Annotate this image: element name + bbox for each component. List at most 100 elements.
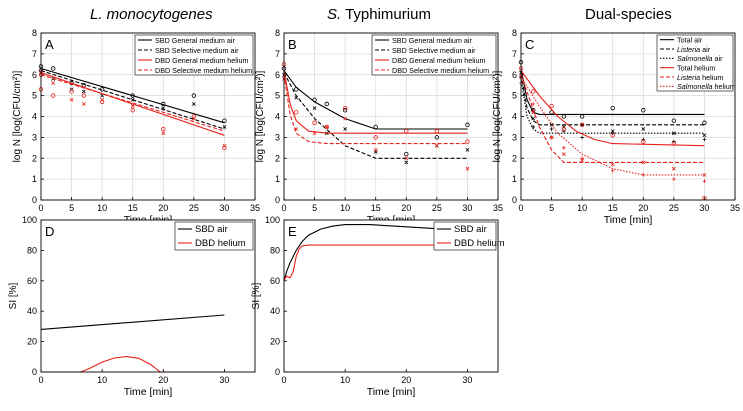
data-point [191, 93, 197, 98]
x-tick-label: 25 [189, 203, 199, 213]
legend-box [656, 34, 734, 92]
data-point [222, 125, 227, 129]
data-point [324, 124, 329, 130]
y-tick-label: 7 [512, 49, 517, 59]
data-point [549, 127, 554, 131]
data-point [531, 110, 536, 115]
x-axis-label: Time [min] [367, 386, 416, 398]
data-point [561, 152, 566, 156]
data-point [434, 143, 439, 148]
y-tick-label: 0 [275, 195, 280, 205]
x-tick-label: 0 [281, 203, 286, 213]
data-point [702, 173, 707, 177]
y-tick-label: 8 [32, 28, 37, 38]
y-tick-label: 3 [275, 132, 280, 142]
y-tick-label: 100 [265, 215, 280, 225]
data-point [324, 101, 329, 107]
legend-label-italic: Listeria [677, 45, 700, 54]
series-line [283, 224, 468, 281]
data-point [610, 162, 615, 167]
legend-label: SBD air [454, 224, 487, 235]
x-tick-label: 10 [97, 375, 107, 385]
y-tick-label: 20 [27, 337, 37, 347]
data-point [51, 93, 56, 98]
y-tick-label: 6 [275, 70, 280, 80]
legend-label-italic: Salmonella [677, 54, 713, 63]
data-point [343, 127, 348, 131]
x-tick-label: 5 [69, 203, 74, 213]
series-line [283, 70, 468, 134]
axes-frame [520, 32, 736, 201]
series-line [283, 244, 468, 282]
data-point [294, 95, 299, 100]
series-line [40, 314, 225, 330]
y-tick-label: 0 [32, 367, 37, 377]
series-line [283, 74, 468, 145]
series-line [520, 74, 705, 163]
axes-frame [40, 219, 256, 373]
data-point [641, 173, 646, 177]
y-tick-label: 100 [22, 215, 37, 225]
data-point [161, 106, 166, 111]
data-point [671, 118, 677, 123]
x-tick-label: 30 [699, 203, 709, 213]
y-tick-label: 3 [32, 132, 37, 142]
y-tick-label: 0 [32, 195, 37, 205]
series-line [41, 355, 225, 373]
y-tick-label: 2 [512, 153, 517, 163]
axes-frame [283, 32, 499, 201]
data-point [51, 66, 56, 71]
data-point [81, 102, 86, 106]
x-tick-label: 35 [250, 203, 260, 213]
legend-label-italic: Salmonella [677, 82, 713, 91]
x-tick-label: 5 [549, 203, 554, 213]
y-tick-label: 1 [275, 174, 280, 184]
data-point [531, 116, 536, 121]
data-point [222, 143, 227, 148]
data-point [312, 97, 317, 102]
y-tick-label: 80 [270, 245, 280, 255]
panel-label: A [45, 37, 54, 52]
x-tick-label: 20 [158, 203, 168, 213]
data-point [130, 104, 135, 108]
y-tick-label: 3 [512, 132, 517, 142]
legend-label: Total air [677, 35, 703, 44]
y-tick-label: 1 [32, 174, 37, 184]
data-point [130, 97, 135, 102]
data-point [580, 156, 584, 161]
y-axis-label: SI [%] [8, 282, 19, 309]
legend-label: DBD Selective medium helium [155, 66, 252, 75]
data-point [373, 124, 378, 130]
data-point [580, 158, 585, 163]
title-typhimurium: Typhimurium [341, 6, 431, 23]
data-point [702, 179, 707, 184]
data-point [465, 166, 470, 171]
data-point [51, 81, 56, 85]
y-tick-label: 5 [32, 91, 37, 101]
x-tick-label: 10 [97, 203, 107, 213]
y-tick-label: 7 [32, 49, 37, 59]
data-point [191, 102, 196, 106]
legend-label: DBD helium [454, 238, 505, 249]
data-point [610, 133, 615, 138]
panel-e: 0 10 20 30 0 20 40 60 80 100 Time [min] SI [%] E SBD … [251, 215, 505, 398]
data-point [610, 168, 615, 173]
data-point [580, 135, 584, 140]
data-point [343, 116, 348, 121]
data-point [312, 120, 317, 125]
x-tick-label: 20 [401, 375, 411, 385]
data-point [671, 166, 676, 171]
data-point [191, 116, 196, 121]
data-point [579, 122, 585, 128]
title-s-italic: S. [327, 6, 342, 23]
legend-label: DBD General medium helium [155, 56, 248, 65]
data-point [294, 127, 299, 131]
x-tick-label: 20 [401, 203, 411, 213]
data-point [434, 128, 440, 134]
legend-label: SBD General medium air [392, 36, 472, 45]
data-point [161, 131, 166, 136]
y-tick-label: 2 [275, 153, 280, 163]
data-point [465, 148, 470, 152]
x-tick-label: 20 [158, 375, 168, 385]
data-point [100, 97, 105, 102]
